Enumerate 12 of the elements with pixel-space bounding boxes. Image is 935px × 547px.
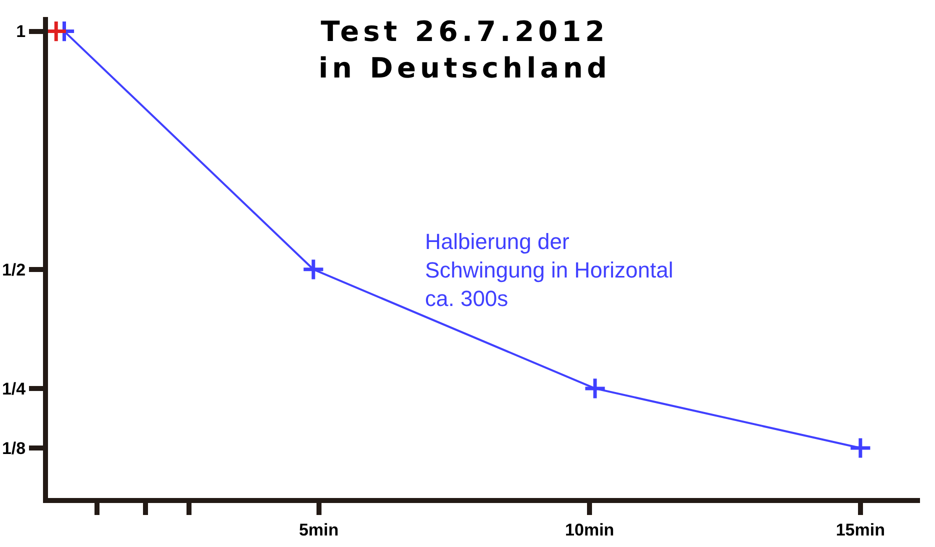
y-tick-label: 1/8 xyxy=(2,438,26,458)
y-tick-label: 1/2 xyxy=(2,260,26,280)
x-tick-label: 10min xyxy=(565,520,614,540)
point xyxy=(848,436,872,460)
annotation: Halbierung der Schwingung in Horizontal ca. 300s xyxy=(425,229,674,312)
point xyxy=(302,258,325,281)
point xyxy=(583,376,607,400)
x-tick-label: 5min xyxy=(298,520,339,540)
chart-title: Test 26.7.2012 in Deutschland xyxy=(318,15,611,84)
x-tick-label: 15min xyxy=(836,520,885,540)
y-tick-label: 1 xyxy=(16,22,26,42)
y-tick-label: 1/4 xyxy=(2,379,26,398)
